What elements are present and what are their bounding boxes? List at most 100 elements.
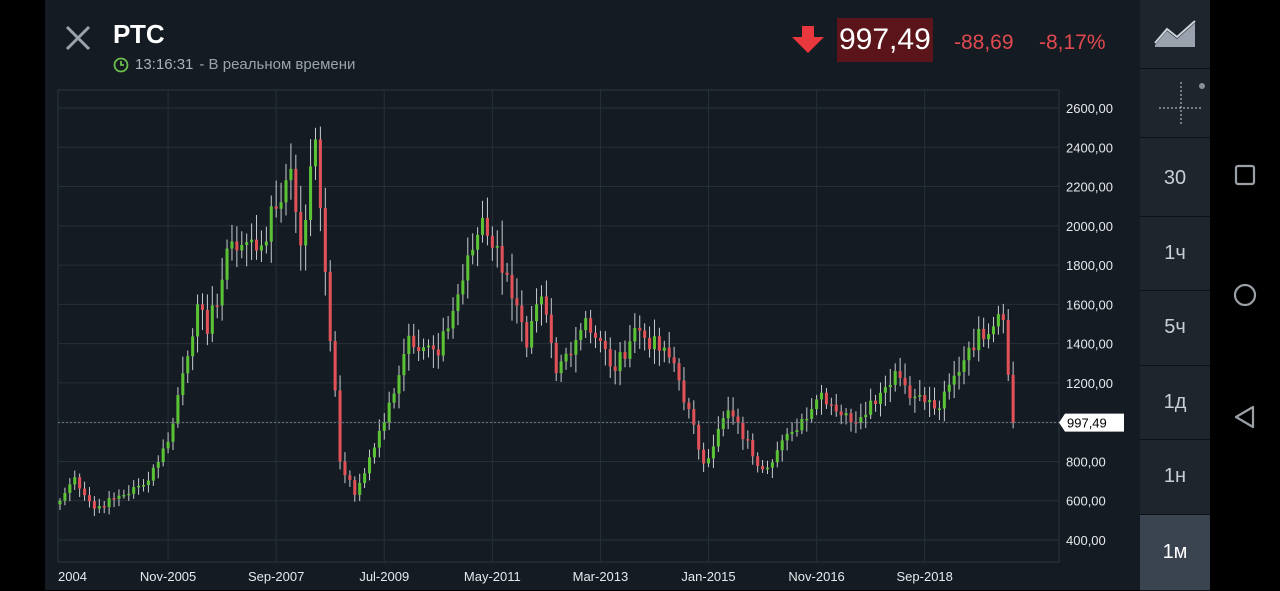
- candle-body: [786, 434, 789, 441]
- x-tick-label: Jan-2015: [681, 569, 735, 584]
- candle-body: [461, 281, 464, 295]
- y-tick-label: 600,00: [1066, 494, 1106, 509]
- candle-body: [373, 448, 376, 458]
- recents-square-icon[interactable]: [1230, 160, 1260, 190]
- y-tick-label: 2000,00: [1066, 219, 1113, 234]
- candle-body: [663, 348, 666, 351]
- candle-body: [270, 206, 273, 241]
- timeframe-1н[interactable]: 1н: [1140, 440, 1210, 515]
- chart-type-button[interactable]: [1140, 0, 1210, 69]
- price-chart[interactable]: 2600,002400,002200,002000,001800,001600,…: [0, 0, 1140, 590]
- candle-body: [383, 422, 386, 431]
- candle-body: [525, 322, 528, 347]
- candle-body: [805, 419, 808, 421]
- candle-body: [732, 410, 735, 416]
- candle-body: [157, 462, 160, 468]
- candle-body: [191, 336, 194, 356]
- candle-body: [63, 493, 66, 501]
- candle-body: [884, 387, 887, 393]
- candle-body: [506, 273, 509, 275]
- candle-body: [452, 311, 455, 329]
- candle-body: [717, 429, 720, 447]
- candle-body: [442, 331, 445, 355]
- candle-body: [791, 432, 794, 434]
- candle-body: [309, 166, 312, 220]
- candle-body: [530, 321, 533, 347]
- candle-body: [216, 305, 219, 307]
- timeframe-1д[interactable]: 1д: [1140, 366, 1210, 441]
- y-tick-label: 2200,00: [1066, 180, 1113, 195]
- candle-body: [643, 331, 646, 338]
- y-tick-label: 2600,00: [1066, 101, 1113, 116]
- current-price: 997,49: [837, 18, 933, 62]
- candle-body: [176, 395, 179, 424]
- candle-body: [864, 415, 867, 417]
- realtime-label: - В реальном времени: [199, 56, 355, 73]
- candle-body: [58, 501, 61, 505]
- candle-body: [658, 336, 661, 351]
- candle-body: [668, 348, 671, 358]
- y-tick-label: 2400,00: [1066, 140, 1113, 155]
- candle-body: [830, 404, 833, 406]
- candle-body: [304, 220, 307, 245]
- candle-body: [938, 408, 941, 410]
- candle-body: [565, 354, 568, 362]
- timeframe-1м[interactable]: 1м: [1140, 515, 1210, 591]
- candle-body: [496, 246, 499, 248]
- candle-body: [894, 371, 897, 385]
- candle-body: [673, 357, 676, 363]
- candle-body: [368, 457, 371, 473]
- candle-body: [98, 506, 101, 509]
- timeframe-1ч[interactable]: 1ч: [1140, 217, 1210, 292]
- candle-body: [68, 484, 71, 493]
- candle-body: [967, 348, 970, 361]
- candle-body: [280, 202, 283, 208]
- candle-body: [609, 349, 612, 366]
- candle-body: [614, 366, 617, 371]
- candle-body: [88, 495, 91, 501]
- system-navigation-bar: [1210, 0, 1280, 590]
- candle-body: [407, 336, 410, 354]
- candle-body: [874, 401, 877, 404]
- close-icon[interactable]: [62, 22, 94, 54]
- candle-body: [761, 466, 764, 469]
- candle-body: [78, 477, 81, 488]
- candle-body: [319, 139, 322, 208]
- y-tick-label: 1400,00: [1066, 337, 1113, 352]
- candle-body: [756, 456, 759, 466]
- candle-body: [201, 304, 204, 310]
- update-time: 13:16:31: [135, 56, 193, 73]
- candle-body: [697, 425, 700, 450]
- candle-body: [186, 356, 189, 373]
- candle-body: [427, 345, 430, 347]
- candle-body: [923, 395, 926, 402]
- candle-body: [997, 314, 1000, 326]
- candle-body: [211, 305, 214, 333]
- timeframe-5ч[interactable]: 5ч: [1140, 291, 1210, 366]
- candle-body: [972, 348, 975, 351]
- candle-body: [766, 468, 769, 470]
- candle-body: [491, 236, 494, 248]
- candle-body: [771, 462, 774, 467]
- time-status: 13:16:31 - В реальном времени: [113, 56, 355, 73]
- timeframe-30[interactable]: 30: [1140, 142, 1210, 217]
- candle-body: [432, 345, 435, 349]
- candle-body: [348, 475, 351, 480]
- candle-body: [402, 354, 405, 375]
- candle-body: [206, 310, 209, 334]
- candle-body: [339, 390, 342, 461]
- back-triangle-icon[interactable]: [1230, 402, 1260, 432]
- candle-body: [633, 328, 636, 342]
- candle-body: [835, 405, 838, 412]
- candle-body: [604, 341, 607, 349]
- candle-body: [108, 498, 111, 507]
- y-tick-label: 1600,00: [1066, 297, 1113, 312]
- candle-body: [196, 304, 199, 336]
- crosshair-button[interactable]: [1140, 69, 1210, 138]
- candle-body: [284, 180, 287, 202]
- candle-body: [648, 338, 651, 349]
- candle-body: [501, 246, 504, 273]
- candle-body: [840, 411, 843, 415]
- home-circle-icon[interactable]: [1230, 280, 1260, 310]
